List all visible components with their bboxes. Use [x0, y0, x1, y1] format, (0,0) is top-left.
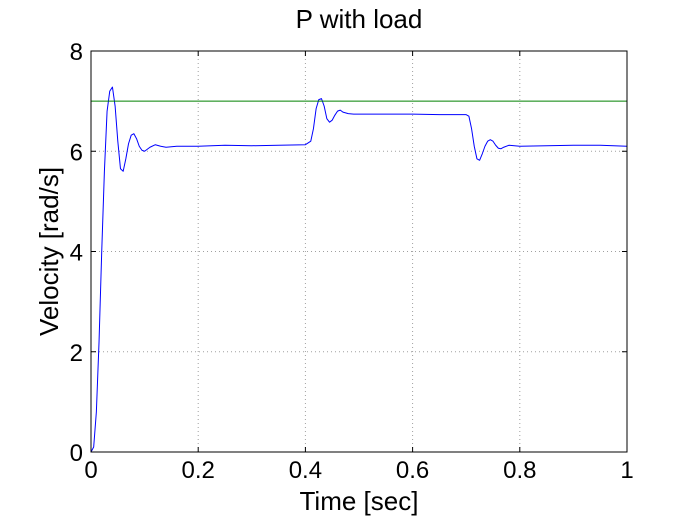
- chart-title: P with load: [296, 4, 423, 34]
- y-tick-label: 2: [70, 340, 83, 367]
- grid: [91, 51, 627, 452]
- y-tick-label: 8: [70, 39, 83, 66]
- x-tick-label: 0.2: [182, 457, 215, 484]
- y-tick-labels: 0 2 4 6 8: [70, 39, 83, 467]
- y-axis-title: Velocity [rad/s]: [34, 167, 64, 336]
- x-tick-label: 0.4: [289, 457, 322, 484]
- series-group: [90, 86, 628, 453]
- y-tick-label: 0: [70, 440, 83, 467]
- x-tick-label: 1: [620, 457, 633, 484]
- x-tick-label: 0.6: [396, 457, 429, 484]
- y-tick-label: 6: [70, 139, 83, 166]
- x-tick-labels: 0 0.2 0.4 0.6 0.8 1: [84, 457, 633, 484]
- velocity-series-line: [90, 86, 628, 453]
- ticks: [90, 50, 628, 453]
- y-tick-label: 4: [70, 240, 83, 267]
- x-tick-label: 0.8: [503, 457, 536, 484]
- x-tick-label: 0: [84, 457, 97, 484]
- x-axis-title: Time [sec]: [300, 486, 419, 516]
